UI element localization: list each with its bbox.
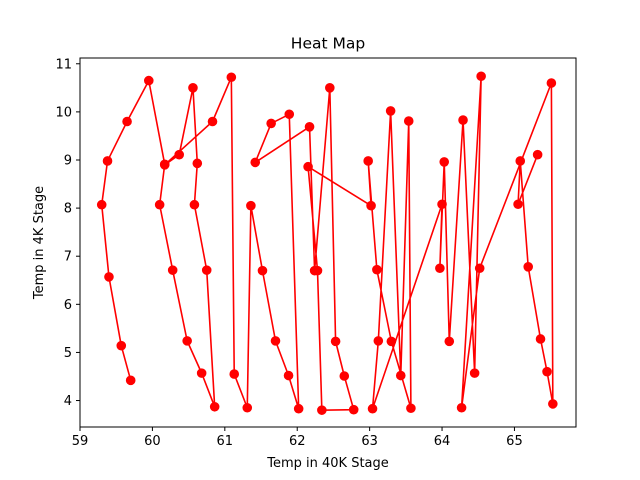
data-point (125, 375, 136, 386)
data-point (226, 72, 237, 83)
data-point (317, 405, 327, 415)
y-tick-label: 5 (64, 346, 72, 361)
data-point (458, 115, 468, 125)
data-point (143, 75, 154, 86)
data-point (542, 366, 552, 377)
data-point (363, 156, 373, 166)
data-point (395, 370, 406, 381)
data-point (207, 116, 218, 127)
data-point (250, 157, 261, 168)
plot-area (80, 58, 576, 427)
data-point (96, 199, 107, 210)
y-tick-label: 8 (64, 202, 72, 217)
x-tick-label: 65 (506, 434, 523, 449)
data-point (159, 160, 170, 170)
data-point (284, 109, 295, 120)
x-tick-label: 59 (72, 434, 89, 449)
data-point (535, 334, 546, 344)
y-tick-label: 6 (64, 298, 72, 313)
data-point (348, 404, 359, 415)
y-tick-label: 7 (64, 250, 72, 265)
data-point (154, 199, 165, 210)
data-point (266, 118, 276, 129)
y-tick-label: 4 (64, 394, 72, 409)
x-tick-label: 63 (361, 434, 378, 449)
data-point (192, 158, 203, 169)
data-point (174, 149, 184, 160)
data-point (474, 263, 485, 274)
data-point (444, 336, 455, 347)
data-point (325, 83, 335, 93)
data-point (366, 200, 376, 211)
data-point (189, 199, 200, 210)
x-tick-label: 61 (217, 434, 234, 449)
y-tick-label: 11 (55, 57, 72, 72)
data-point (476, 71, 486, 82)
y-axis-label: Temp in 4K Stage (32, 186, 47, 300)
data-point (246, 200, 256, 211)
data-point (385, 106, 396, 116)
data-point (532, 149, 543, 160)
data-point (403, 116, 414, 126)
data-point (548, 399, 558, 409)
data-point (439, 157, 450, 167)
data-point (209, 401, 220, 412)
data-point (104, 272, 114, 282)
data-point (188, 83, 198, 93)
x-axis-label: Temp in 40K Stage (266, 456, 389, 471)
data-point (435, 263, 445, 274)
data-point (312, 265, 323, 276)
data-point (339, 371, 350, 381)
data-point (293, 403, 304, 414)
series-layer (96, 71, 558, 415)
data-point (270, 336, 281, 346)
data-point (406, 403, 416, 414)
data-point (182, 336, 192, 346)
data-point (456, 402, 467, 413)
data-point (304, 122, 315, 132)
data-point (116, 340, 127, 351)
data-point (330, 336, 341, 347)
y-axis: 4 5 6 7 8 9 10 11 (55, 57, 80, 409)
data-point (201, 265, 212, 275)
x-tick-label: 62 (289, 434, 306, 449)
data-point (367, 403, 378, 414)
data-point (167, 265, 178, 275)
data-point (196, 368, 207, 378)
data-point (102, 156, 113, 166)
data-point (229, 369, 240, 379)
data-point (386, 336, 397, 347)
data-point (303, 161, 313, 172)
data-point (469, 368, 480, 378)
data-point (523, 262, 534, 272)
plot-frame (79, 57, 577, 428)
x-tick-label: 64 (434, 434, 451, 449)
x-axis: 59 60 61 62 63 64 65 (72, 427, 523, 449)
data-point (257, 265, 268, 276)
data-point (373, 336, 384, 346)
data-point (242, 402, 253, 413)
data-point (546, 78, 557, 88)
y-tick-label: 9 (64, 153, 72, 168)
x-tick-label: 60 (144, 434, 161, 449)
data-point (437, 199, 447, 210)
data-point (283, 370, 294, 381)
data-point (513, 199, 523, 210)
data-point (122, 116, 132, 127)
data-point (372, 264, 382, 275)
chart-title: Heat Map (291, 35, 365, 53)
y-tick-label: 10 (55, 105, 72, 120)
data-point (515, 156, 526, 166)
